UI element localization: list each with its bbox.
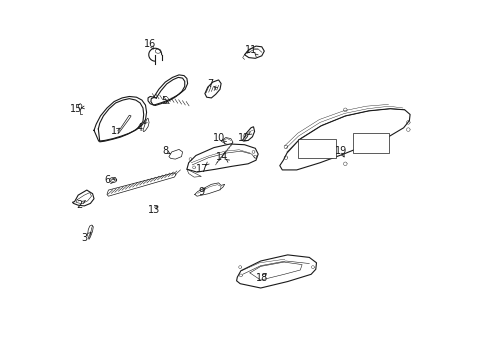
Text: 7: 7 <box>207 78 213 89</box>
Text: 5: 5 <box>161 96 167 106</box>
Polygon shape <box>279 109 409 170</box>
Text: 13: 13 <box>147 204 160 215</box>
Polygon shape <box>186 144 258 172</box>
Polygon shape <box>142 118 149 132</box>
Text: 18: 18 <box>255 273 267 283</box>
Text: 3: 3 <box>81 233 87 243</box>
Polygon shape <box>221 138 232 145</box>
Text: 17: 17 <box>195 164 208 174</box>
Text: 19: 19 <box>334 146 346 156</box>
Text: 6: 6 <box>104 175 110 185</box>
Polygon shape <box>215 144 233 167</box>
Text: 4: 4 <box>137 123 143 133</box>
Text: 14: 14 <box>216 152 228 162</box>
Text: 1: 1 <box>111 126 117 136</box>
Text: 8: 8 <box>162 146 168 156</box>
Polygon shape <box>236 255 316 288</box>
Bar <box>352 133 387 153</box>
Polygon shape <box>204 80 221 98</box>
Text: 15: 15 <box>70 104 82 114</box>
Polygon shape <box>168 149 182 159</box>
Text: 2: 2 <box>76 200 82 210</box>
Polygon shape <box>242 127 254 141</box>
Text: 10: 10 <box>213 132 225 143</box>
Polygon shape <box>118 115 131 134</box>
Text: 11: 11 <box>244 45 257 55</box>
Polygon shape <box>87 225 93 239</box>
Polygon shape <box>72 190 94 206</box>
Text: 12: 12 <box>238 132 250 143</box>
Text: 16: 16 <box>144 39 156 49</box>
Bar <box>297 139 335 158</box>
Polygon shape <box>107 173 176 196</box>
Text: 9: 9 <box>198 186 204 197</box>
Polygon shape <box>244 46 264 58</box>
